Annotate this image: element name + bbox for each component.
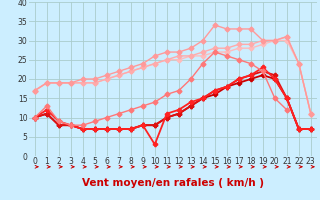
X-axis label: Vent moyen/en rafales ( km/h ): Vent moyen/en rafales ( km/h ) — [82, 178, 264, 188]
